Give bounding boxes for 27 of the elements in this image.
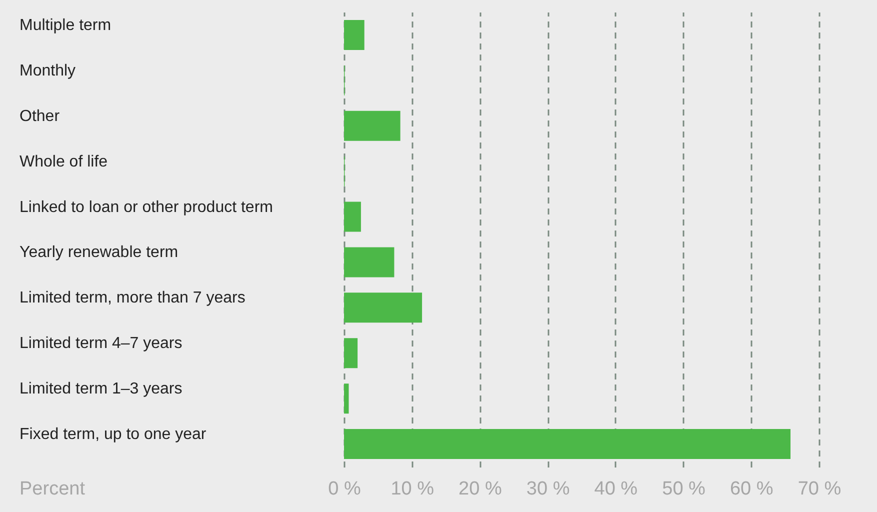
y-tick-label: Monthly	[20, 62, 76, 80]
x-tick-label: 30 %	[526, 478, 570, 500]
y-tick-label: Limited term 4–7 years	[20, 335, 182, 352]
x-tick-label: 10 %	[390, 478, 434, 500]
bar	[344, 384, 349, 414]
x-tick-label: 50 %	[662, 478, 706, 500]
bar	[344, 247, 394, 278]
bar	[344, 292, 422, 323]
bar	[344, 20, 364, 50]
x-tick-label: 20 %	[458, 478, 502, 500]
bar	[344, 110, 400, 141]
y-tick-label: Whole of life	[20, 153, 108, 170]
y-tick-label: Limited term, more than 7 years	[20, 290, 246, 307]
bar	[344, 429, 790, 460]
x-tick-label: 70 %	[798, 478, 842, 500]
y-tick-label: Fixed term, up to one year	[20, 426, 207, 444]
y-tick-label: Yearly renewable term	[20, 244, 178, 262]
x-tick-label: 0 %	[328, 478, 361, 500]
y-tick-label: Linked to loan or other product term	[20, 198, 273, 216]
bar	[344, 338, 358, 368]
x-tick-label: 60 %	[730, 478, 774, 500]
x-tick-label: 40 %	[594, 478, 638, 500]
y-tick-label: Multiple term	[20, 16, 112, 34]
y-tick-label: Limited term 1–3 years	[20, 380, 182, 398]
bar	[344, 202, 361, 232]
y-tick-label: Other	[20, 108, 60, 125]
x-axis-title: Percent	[20, 478, 86, 500]
